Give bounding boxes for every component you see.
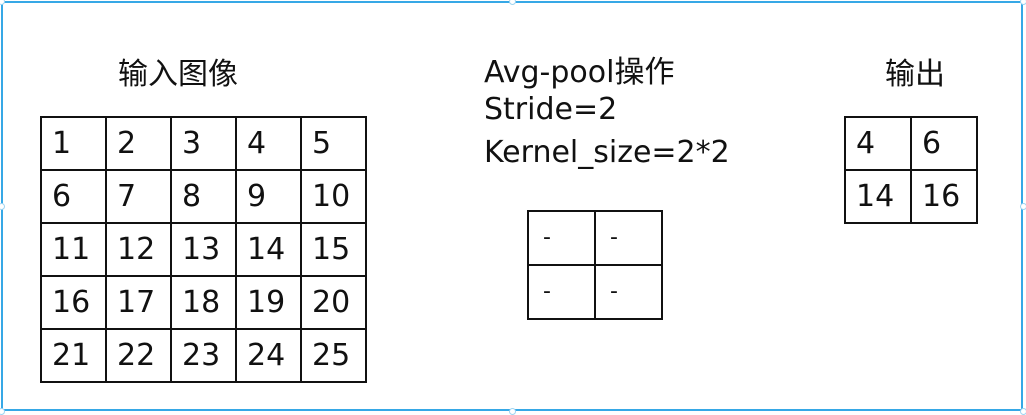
resize-handle-middle-right[interactable] (1020, 203, 1026, 210)
input-row: 21 22 23 24 25 (40, 328, 367, 383)
input-cell: 10 (300, 169, 367, 224)
input-cell: 24 (235, 328, 302, 383)
kernel-row: -- (527, 264, 663, 320)
resize-handle-top-center[interactable] (509, 0, 516, 5)
input-cell: 13 (170, 222, 237, 277)
input-cell: 18 (170, 275, 237, 330)
input-row: 6 7 8 9 10 (40, 169, 367, 224)
input-cell: 2 (105, 116, 172, 171)
output-cell: 14 (844, 169, 912, 224)
kernel-row: -- (527, 210, 663, 266)
input-cell: 25 (300, 328, 367, 383)
input-cell: 17 (105, 275, 172, 330)
operation-name: Avg-pool操作 (484, 55, 675, 90)
output-cell: 4 (844, 116, 912, 171)
input-cell: 1 (40, 116, 107, 171)
output-row: 14 16 (844, 169, 978, 224)
input-cell: 23 (170, 328, 237, 383)
kernel-cell: - (594, 210, 663, 266)
input-cell: 20 (300, 275, 367, 330)
resize-handle-top-left[interactable] (0, 0, 5, 5)
kernel-cell: - (594, 264, 663, 320)
input-cell: 7 (105, 169, 172, 224)
input-cell: 3 (170, 116, 237, 171)
resize-handle-middle-left[interactable] (0, 203, 5, 210)
kernel-cell: - (527, 210, 596, 266)
output-cell: 16 (910, 169, 978, 224)
input-cell: 11 (40, 222, 107, 277)
input-cell: 14 (235, 222, 302, 277)
kernel-window: ---- (527, 210, 663, 320)
input-cell: 22 (105, 328, 172, 383)
input-cell: 21 (40, 328, 107, 383)
input-image-title: 输入图像 (118, 57, 238, 92)
resize-handle-top-right[interactable] (1020, 0, 1026, 5)
input-cell: 12 (105, 222, 172, 277)
input-cell: 8 (170, 169, 237, 224)
output-title: 输出 (885, 57, 945, 92)
input-cell: 15 (300, 222, 367, 277)
input-row: 11 12 13 14 15 (40, 222, 367, 277)
input-cell: 5 (300, 116, 367, 171)
input-row: 16 17 18 19 20 (40, 275, 367, 330)
input-cell: 19 (235, 275, 302, 330)
input-cell: 4 (235, 116, 302, 171)
input-cell: 9 (235, 169, 302, 224)
output-matrix: 4 6 14 16 (844, 116, 978, 224)
input-cell: 16 (40, 275, 107, 330)
output-cell: 6 (910, 116, 978, 171)
kernel-cell: - (527, 264, 596, 320)
stride-label: Stride=2 (484, 92, 618, 127)
input-cell: 6 (40, 169, 107, 224)
input-matrix: 1 2 3 4 5 6 7 8 9 10 11 12 13 14 15 16 17 18 19 20 21 22 23 24 2… (40, 116, 367, 383)
kernel-size-label: Kernel_size=2*2 (484, 135, 730, 170)
